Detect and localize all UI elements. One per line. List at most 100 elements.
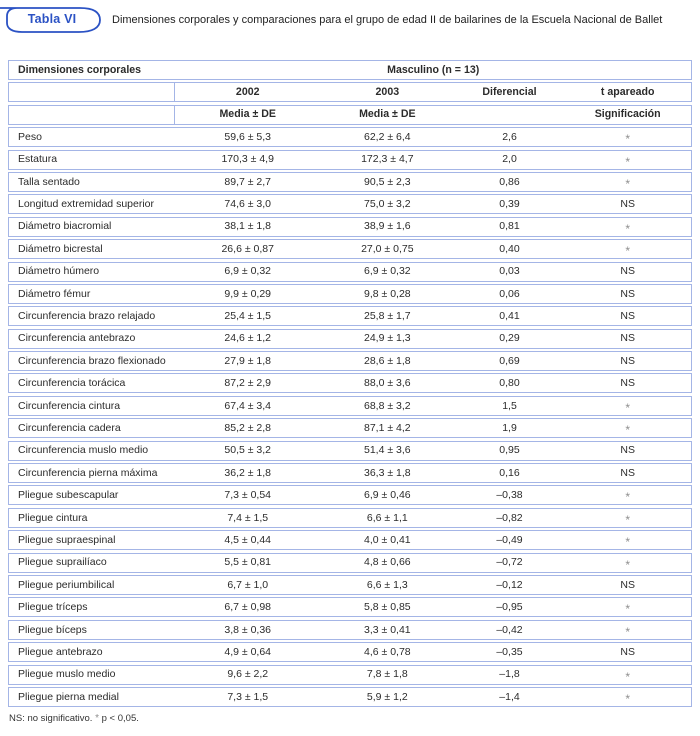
value-significacion: * xyxy=(625,535,630,550)
value-2003: 6,9 ± 0,32 xyxy=(364,265,411,278)
table-title: Dimensiones corporales y comparaciones p… xyxy=(112,14,663,26)
table-row: Diámetro bicrestal 26,6 ± 0,87 27,0 ± 0,75… xyxy=(8,239,692,260)
value-2002: 7,4 ± 1,5 xyxy=(227,511,269,524)
table-row: Circunferencia pierna máxima 36,2 ± 1,8 36… xyxy=(8,463,692,484)
value-significacion: * xyxy=(625,602,630,617)
row-values: 87,2 ± 2,9 88,0 ± 3,6 0,80 NS xyxy=(175,374,691,392)
row-label: Circunferencia brazo relajado xyxy=(18,310,156,323)
value-2003: 36,3 ± 1,8 xyxy=(364,466,411,479)
value-diferencial: 0,41 xyxy=(499,310,520,323)
value-significacion: NS xyxy=(620,265,635,278)
value-diferencial: 0,06 xyxy=(499,287,520,300)
body-dimensions-table: Dimensiones corporales Masculino (n = 13… xyxy=(8,60,692,707)
row-values: 9,6 ± 2,2 7,8 ± 1,8 –1,8 * xyxy=(175,666,691,684)
value-significacion: * xyxy=(625,557,630,572)
row-values: 25,4 ± 1,5 25,8 ± 1,7 0,41 NS xyxy=(175,307,691,325)
table-row: Pliegue subescapular 7,3 ± 0,54 6,9 ± 0,46… xyxy=(8,485,692,506)
value-2003: 6,6 ± 1,1 xyxy=(366,511,408,524)
value-significacion: * xyxy=(625,624,630,639)
row-label: Diámetro bicrestal xyxy=(18,242,103,255)
row-values: 85,2 ± 2,8 87,1 ± 4,2 1,9 * xyxy=(175,419,691,437)
table-caption: Tabla VI Dimensiones corporales y compar… xyxy=(0,0,700,44)
value-diferencial: –0,49 xyxy=(496,533,523,546)
table-row: Circunferencia brazo flexionado 27,9 ± 1,… xyxy=(8,351,692,372)
column-header-2003: 2003 xyxy=(375,86,400,99)
table-row: Pliegue cintura 7,4 ± 1,5 6,6 ± 1,1 –0,82 * xyxy=(8,507,692,528)
value-2003: 9,8 ± 0,28 xyxy=(364,287,411,300)
column-group-header-masculino: Masculino (n = 13) xyxy=(387,63,480,76)
value-2003: 4,6 ± 0,78 xyxy=(364,645,411,658)
row-values: 3,8 ± 0,36 3,3 ± 0,41 –0,42 * xyxy=(175,621,691,639)
table-header-row-1: Dimensiones corporales Masculino (n = 13… xyxy=(8,60,692,80)
value-2003: 7,8 ± 1,8 xyxy=(366,668,408,681)
value-2003: 87,1 ± 4,2 xyxy=(364,422,411,434)
value-significacion: * xyxy=(625,221,630,236)
footnote-asterisk: * xyxy=(95,712,99,724)
header-spacer-cell xyxy=(9,105,176,124)
header-row3-rest: Media ± DE Media ± DE Significación xyxy=(175,106,691,124)
value-2003: 4,8 ± 0,66 xyxy=(364,556,411,569)
value-diferencial: –0,35 xyxy=(496,645,523,658)
table-row: Pliegue supraespinal 4,5 ± 0,44 4,0 ± 0,41… xyxy=(8,530,692,551)
row-values: 67,4 ± 3,4 68,8 ± 3,2 1,5 * xyxy=(175,397,691,415)
value-significacion: * xyxy=(625,244,630,259)
value-diferencial: 0,95 xyxy=(499,444,520,457)
column-header-diferencial: Diferencial xyxy=(482,86,537,99)
row-label: Diámetro húmero xyxy=(18,265,100,278)
value-2002: 87,2 ± 2,9 xyxy=(224,377,272,390)
table-row: Pliegue muslo medio 9,6 ± 2,2 7,8 ± 1,8 –1,… xyxy=(8,664,692,685)
value-2003: 88,0 ± 3,6 xyxy=(364,377,411,390)
row-label: Circunferencia antebrazo xyxy=(18,332,136,345)
value-2002: 27,9 ± 1,8 xyxy=(224,354,272,367)
row-label: Pliegue muslo medio xyxy=(18,668,116,681)
row-label: Pliegue suprailíaco xyxy=(18,556,107,569)
value-2002: 4,9 ± 0,64 xyxy=(224,645,272,658)
value-2002: 7,3 ± 0,54 xyxy=(224,489,272,502)
table-row: Circunferencia brazo relajado 25,4 ± 1,5 2… xyxy=(8,306,692,327)
value-2002: 170,3 ± 4,9 xyxy=(221,153,274,166)
row-label: Diámetro biacromial xyxy=(18,220,112,233)
table-row: Circunferencia antebrazo 24,6 ± 1,2 24,9 ±… xyxy=(8,328,692,349)
footnote-ns-text: NS: no significativo. xyxy=(9,712,93,724)
row-label: Circunferencia cadera xyxy=(18,422,121,434)
table-row: Talla sentado 89,7 ± 2,7 90,5 ± 2,3 0,86 * xyxy=(8,171,692,192)
row-label: Pliegue bíceps xyxy=(18,623,87,636)
value-diferencial: 0,86 xyxy=(499,175,520,188)
row-label: Diámetro fémur xyxy=(18,287,91,300)
row-values: 89,7 ± 2,7 90,5 ± 2,3 0,86 * xyxy=(175,173,691,191)
row-label: Talla sentado xyxy=(18,175,80,188)
value-2003: 3,3 ± 0,41 xyxy=(364,623,411,636)
row-values: 9,9 ± 0,29 9,8 ± 0,28 0,06 NS xyxy=(175,285,691,303)
value-significacion: * xyxy=(625,512,630,527)
value-diferencial: 2,6 xyxy=(502,130,517,143)
value-2003: 5,8 ± 0,85 xyxy=(364,601,411,614)
table-row: Diámetro biacromial 38,1 ± 1,8 38,9 ± 1,6 0… xyxy=(8,216,692,237)
value-significacion: NS xyxy=(620,354,635,367)
value-significacion: NS xyxy=(620,287,635,300)
column-header-dimensiones: Dimensiones corporales xyxy=(18,63,142,76)
table-row: Circunferencia cadera 85,2 ± 2,8 87,1 ± 4,… xyxy=(8,418,692,439)
column-subheader-significacion: Significación xyxy=(594,108,661,121)
value-2003: 6,6 ± 1,3 xyxy=(366,578,408,591)
value-2003: 172,3 ± 4,7 xyxy=(361,153,414,166)
value-diferencial: –1,8 xyxy=(499,668,520,681)
value-2003: 38,9 ± 1,6 xyxy=(364,220,411,233)
value-2002: 6,7 ± 1,0 xyxy=(227,578,269,591)
row-values: 170,3 ± 4,9 172,3 ± 4,7 2,0 * xyxy=(175,151,691,169)
value-2002: 9,6 ± 2,2 xyxy=(227,668,269,681)
value-2002: 5,5 ± 0,81 xyxy=(224,556,272,569)
column-subheader-empty xyxy=(455,106,565,124)
row-label: Circunferencia pierna máxima xyxy=(18,466,158,479)
value-diferencial: 0,29 xyxy=(499,332,520,345)
row-values: 36,2 ± 1,8 36,3 ± 1,8 0,16 NS xyxy=(175,464,691,482)
value-2003: 75,0 ± 3,2 xyxy=(364,198,411,211)
row-label: Circunferencia cintura xyxy=(18,399,121,412)
header-row1-rest: Masculino (n = 13) xyxy=(175,61,691,79)
table-row: Pliegue bíceps 3,8 ± 0,36 3,3 ± 0,41 –0,42 * xyxy=(8,619,692,640)
value-2002: 67,4 ± 3,4 xyxy=(224,399,272,412)
table-row: Longitud extremidad superior 74,6 ± 3,0 75… xyxy=(8,194,692,215)
value-diferencial: –0,42 xyxy=(496,623,523,636)
footnote-p-text: p < 0,05. xyxy=(101,712,139,724)
header-spacer-cell xyxy=(9,83,176,102)
row-label: Pliegue subescapular xyxy=(18,489,119,502)
